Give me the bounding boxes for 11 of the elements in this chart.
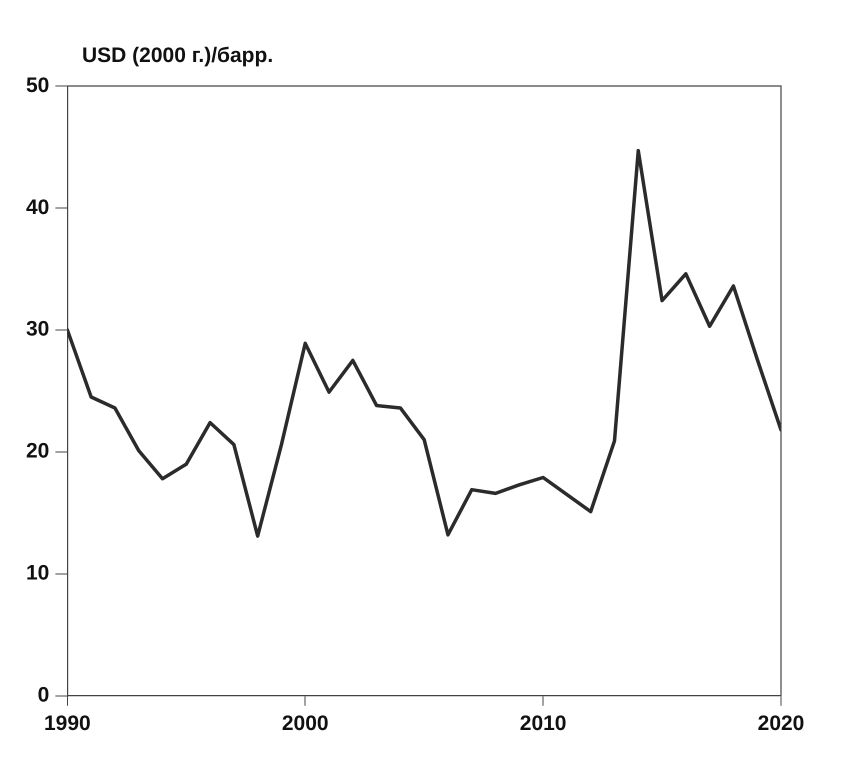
x-tick-label: 1990 [44,712,91,736]
y-tick-label: 50 [26,74,50,97]
y-tick-label: 30 [26,318,50,341]
y-axis-title: USD (2000 г.)/барр. [82,44,274,68]
x-tick-label: 2020 [758,712,804,736]
x-tick-label: 2010 [520,712,566,736]
x-tick-label: 2000 [282,712,329,736]
y-tick-label: 0 [38,684,50,707]
y-tick-label: 10 [26,562,50,585]
y-tick-label: 20 [26,440,50,463]
y-tick-label: 40 [26,196,50,219]
